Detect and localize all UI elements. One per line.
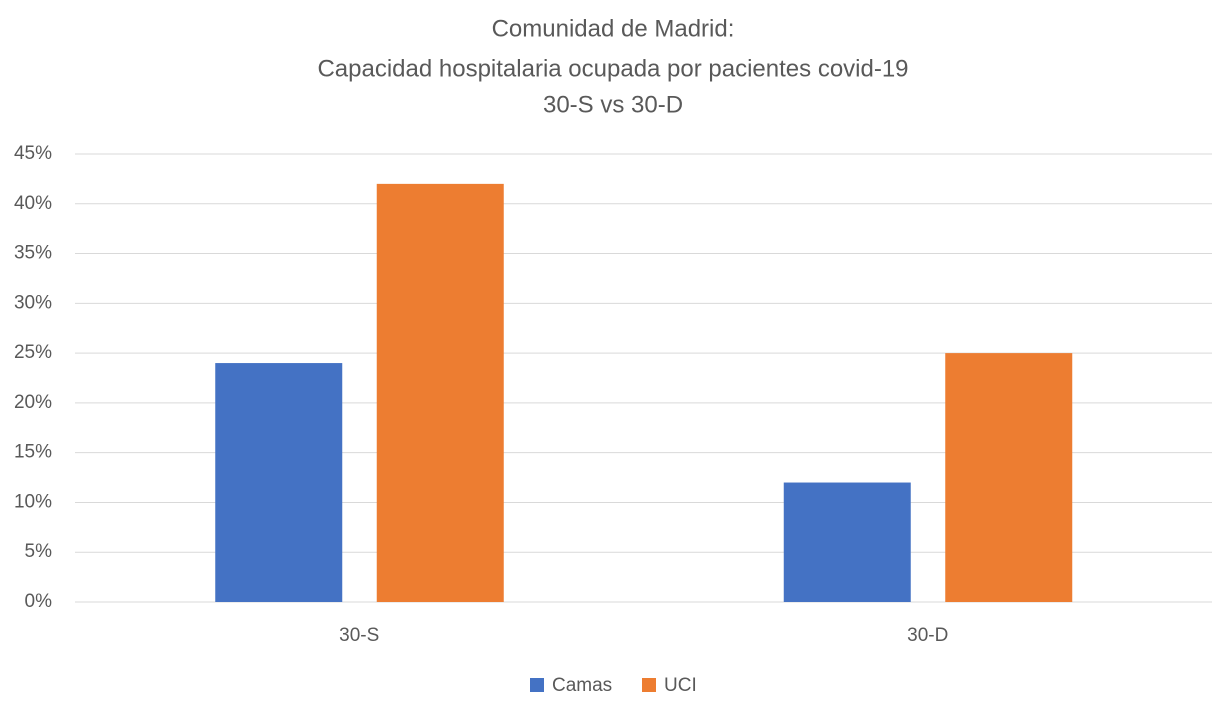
y-tick-label: 0% bbox=[25, 591, 53, 612]
x-tick-label: 30-D bbox=[907, 625, 948, 646]
legend-swatch bbox=[642, 678, 656, 692]
chart-title: Capacidad hospitalaria ocupada por pacie… bbox=[317, 55, 908, 82]
chart-title: Comunidad de Madrid: bbox=[492, 15, 735, 42]
y-tick-label: 40% bbox=[14, 193, 52, 214]
bar bbox=[376, 183, 504, 602]
y-tick-label: 30% bbox=[14, 292, 52, 313]
y-tick-label: 35% bbox=[14, 243, 52, 264]
bar bbox=[783, 482, 911, 602]
y-tick-label: 15% bbox=[14, 442, 52, 463]
y-tick-label: 5% bbox=[25, 541, 53, 562]
legend-label: Camas bbox=[552, 675, 612, 696]
chart-title: 30-S vs 30-D bbox=[543, 91, 683, 118]
legend-swatch bbox=[530, 678, 544, 692]
bar bbox=[945, 353, 1073, 602]
y-tick-label: 20% bbox=[14, 392, 52, 413]
bar bbox=[215, 363, 343, 602]
y-tick-label: 25% bbox=[14, 342, 52, 363]
legend-label: UCI bbox=[664, 675, 697, 696]
y-tick-label: 10% bbox=[14, 491, 52, 512]
x-tick-label: 30-S bbox=[339, 625, 379, 646]
y-tick-label: 45% bbox=[14, 143, 52, 164]
